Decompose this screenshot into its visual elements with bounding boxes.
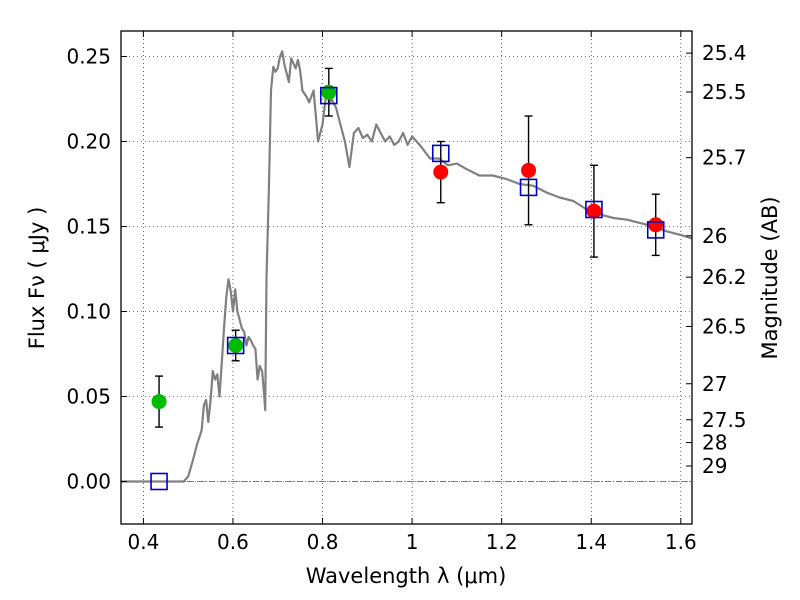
y-tick-label: 0.15 bbox=[66, 215, 111, 239]
y2-tick-label: 25.7 bbox=[702, 146, 747, 170]
plot-frame bbox=[120, 30, 693, 525]
tick-labels: 0.4 0.6 0.8 1 1.2 1.4 1.6 0.00 0.05 0.10 0.15 0.20 0… bbox=[66, 41, 746, 554]
y-tick-label: 0.00 bbox=[66, 470, 111, 494]
y2-tick-label: 27.5 bbox=[702, 408, 747, 432]
model-flux-square bbox=[646, 221, 665, 239]
x-tick-label: 0.6 bbox=[217, 530, 249, 554]
y2-axis-title: Magnitude (AB) bbox=[758, 196, 782, 359]
observed-flux-point bbox=[648, 217, 664, 233]
photometry-points bbox=[150, 67, 665, 491]
y-tick-label: 0.20 bbox=[66, 130, 111, 154]
x-tick-label: 1.4 bbox=[575, 530, 607, 554]
x-tick-label: 0.8 bbox=[307, 530, 339, 554]
model-flux-square bbox=[319, 86, 338, 105]
y2-tick-label: 27 bbox=[702, 372, 727, 396]
observed-flux-point bbox=[433, 164, 449, 180]
y2-tick-label: 29 bbox=[702, 454, 727, 478]
x-tick-label: 1 bbox=[406, 530, 419, 554]
observed-flux-point bbox=[151, 394, 167, 410]
x-tick-label: 1.6 bbox=[665, 530, 697, 554]
y-tick-label: 0.10 bbox=[66, 300, 111, 324]
model-flux-square bbox=[226, 336, 245, 355]
y2-tick-label: 25.5 bbox=[702, 80, 747, 104]
model-flux-square bbox=[585, 200, 603, 219]
model-flux-square bbox=[431, 144, 450, 163]
x-axis-title: Wavelength λ (μm) bbox=[306, 564, 507, 588]
observed-flux-point bbox=[321, 84, 337, 100]
y2-tick-label: 26.5 bbox=[702, 314, 747, 338]
y2-tick-label: 25.4 bbox=[702, 41, 747, 65]
y-tick-label: 0.05 bbox=[66, 385, 111, 409]
x-tick-label: 1.2 bbox=[486, 530, 518, 554]
observed-flux-point bbox=[228, 338, 244, 353]
model-flux-square bbox=[150, 472, 168, 491]
x-tick-label: 0.4 bbox=[127, 530, 159, 554]
y-tick-label: 0.25 bbox=[66, 45, 111, 69]
y2-tick-label: 28 bbox=[702, 431, 727, 455]
axis-ticks bbox=[121, 31, 692, 524]
model-flux-square bbox=[519, 178, 538, 197]
y2-tick-label: 26 bbox=[702, 224, 727, 248]
y-axis-title: Flux Fν ( μJy ) bbox=[25, 207, 49, 350]
sed-model-line bbox=[121, 50, 693, 483]
grid-lines bbox=[121, 31, 692, 524]
observed-flux-point bbox=[521, 162, 537, 178]
y2-tick-label: 26.2 bbox=[702, 265, 747, 289]
sed-model-curve bbox=[121, 50, 693, 483]
observed-flux-point bbox=[586, 203, 602, 219]
